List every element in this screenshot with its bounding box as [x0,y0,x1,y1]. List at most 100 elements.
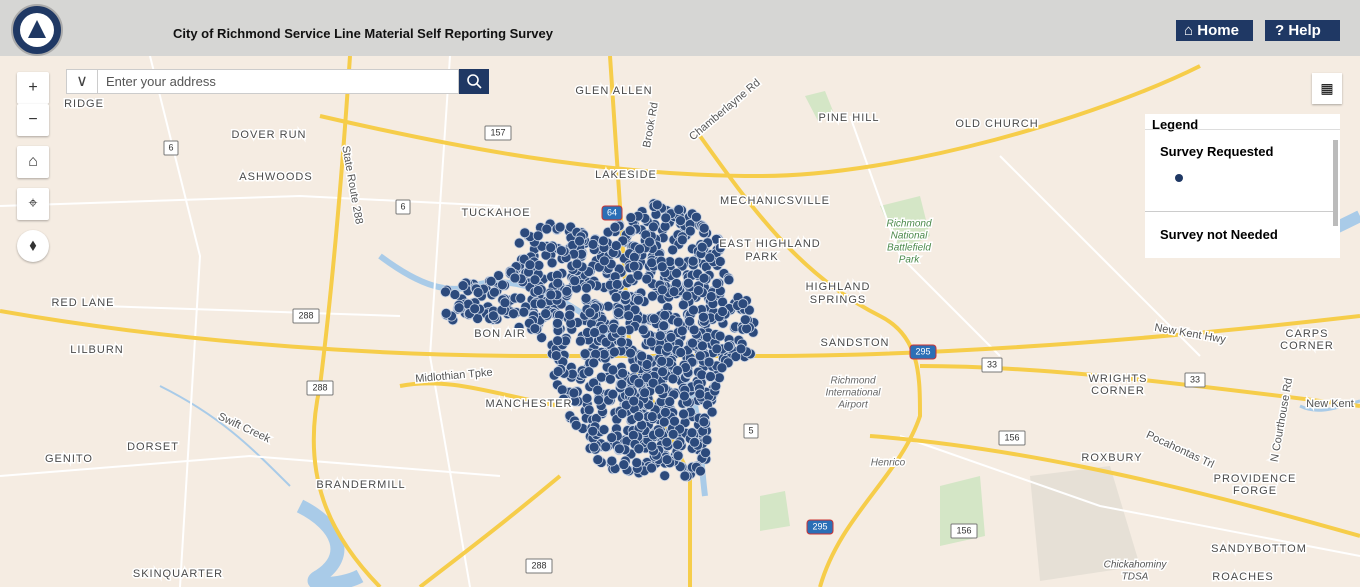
compass[interactable]: ⬧ [17,230,49,262]
route-shield [1184,372,1206,388]
survey-point [693,285,704,296]
route-shield [981,357,1003,373]
map-label: SANDSTON [821,337,890,349]
survey-point [592,384,604,396]
survey-point [737,298,749,310]
survey-point [658,416,670,428]
survey-point [658,320,670,332]
survey-point [606,455,618,467]
survey-point [497,279,508,291]
map-label: RIDGE [64,98,104,110]
map-label: CORNER [1091,385,1145,397]
zoom-in[interactable]: + [17,72,49,104]
survey-point [711,278,723,289]
survey-point [673,204,685,215]
basemap-button[interactable]: ▦ [1312,73,1342,104]
survey-point [646,462,657,474]
map-label: 288 [312,382,327,392]
survey-point [552,277,564,289]
survey-point [697,340,708,352]
survey-point [673,256,685,268]
survey-point [717,306,728,317]
search-dropdown[interactable]: ∨ [67,70,98,93]
survey-point [552,366,564,377]
survey-point [704,252,716,264]
survey-point [641,273,653,285]
map-label: DOVER RUN [231,129,306,141]
survey-point [667,373,679,385]
map-label: 5 [748,425,753,435]
survey-point [723,341,734,352]
survey-point [743,304,755,316]
survey-point [532,230,544,242]
map-label: ROXBURY [1081,452,1142,464]
survey-point [533,260,545,271]
survey-point [633,294,644,306]
search-button[interactable] [459,69,489,94]
survey-point [515,292,527,304]
survey-point [672,439,684,451]
survey-point [581,392,593,404]
map-label: BRANDERMILL [316,479,405,491]
legend-panel: Legend Survey Requested Survey not Neede… [1145,114,1340,258]
survey-point [617,367,629,379]
map-label: CARPS [1286,328,1329,340]
survey-point [440,286,451,298]
survey-point [688,324,700,336]
survey-point [647,290,658,302]
search-box[interactable]: ∨ Enter your address [66,69,459,94]
survey-point [613,443,625,455]
legend-divider [1145,211,1333,212]
survey-point [513,321,525,333]
map-label: GENITO [45,453,93,465]
survey-point [571,258,583,270]
legend-title: Legend [1152,117,1199,132]
zoom-out[interactable]: − [17,104,49,136]
survey-point [588,357,600,369]
route-shield [484,125,512,141]
survey-point [558,393,569,405]
legend-scrollbar[interactable] [1333,140,1338,226]
home-button[interactable]: ⌂ Home [1176,20,1253,41]
survey-point [587,238,599,250]
legend-symbol [1175,174,1183,182]
survey-point [575,335,586,347]
survey-point [656,355,668,367]
survey-point [653,427,665,439]
survey-point [701,434,713,446]
survey-point [659,406,671,418]
survey-point [545,242,557,253]
survey-point [616,325,628,337]
survey-point [579,348,591,360]
survey-point [647,377,659,389]
survey-point [660,212,672,224]
survey-point [661,436,673,448]
survey-point [662,341,674,353]
survey-point [561,285,573,297]
survey-point [705,371,716,382]
survey-point [618,459,630,470]
map-label: New Kent [1306,398,1354,410]
survey-point [698,311,709,323]
survey-point [636,350,648,362]
survey-point [694,388,706,400]
header: City of Richmond Service Line Material S… [0,0,1360,56]
survey-point [667,428,679,440]
route-shield [806,519,834,535]
survey-point [489,286,500,298]
map[interactable]: GLEN ALLEN PINE HILL OLD CHURCH DOVER RUN LA… [0,56,1360,587]
help-button[interactable]: ? Help [1265,20,1340,41]
map-label: RED LANE [51,297,114,309]
survey-point [633,411,645,422]
locate[interactable]: ⌖ [17,188,49,220]
map-label: OLD CHURCH [955,118,1038,130]
map-label: Henrico [871,458,906,469]
default-extent[interactable]: ⌂ [17,146,49,178]
survey-point [654,330,666,342]
map-label: 6 [400,201,405,211]
survey-point [644,236,655,248]
survey-point [584,307,596,319]
survey-point [631,457,643,469]
survey-point [657,366,668,378]
survey-point [624,225,636,237]
